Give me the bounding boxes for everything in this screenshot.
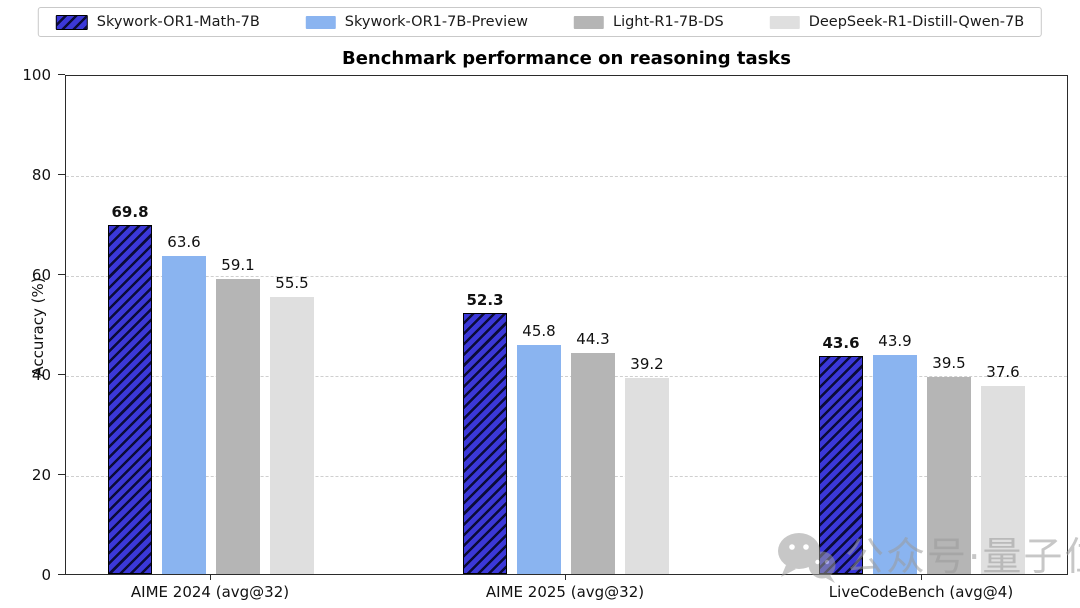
y-tick-label: 100 (22, 66, 51, 84)
chart-title: Benchmark performance on reasoning tasks (341, 48, 791, 69)
x-tick-label: AIME 2024 (avg@32) (130, 583, 290, 601)
x-tick-label: LiveCodeBench (avg@4) (828, 583, 1014, 601)
y-tick-label: 20 (31, 466, 51, 484)
gridline (66, 276, 1067, 277)
bar: 52.3 (463, 291, 507, 574)
bar-group: 52.3 45.8 44.3 39.2 (463, 291, 669, 574)
y-tick-mark (58, 74, 65, 75)
bar-value-label: 39.5 (932, 353, 966, 372)
x-axis-ticks: AIME 2024 (avg@32) AIME 2025 (avg@32) Live… (65, 575, 1068, 608)
bar: 39.2 (625, 355, 669, 574)
y-tick-label: 40 (31, 366, 51, 384)
bar-value-label: 55.5 (275, 273, 309, 292)
y-axis-ticks: 0 20 40 60 80 100 (0, 66, 65, 584)
y-tick-label: 0 (41, 566, 51, 584)
bar: 45.8 (517, 322, 561, 574)
bar: 43.6 (819, 334, 863, 574)
bar: 37.6 (981, 363, 1025, 574)
legend-item: DeepSeek-R1-Distill-Qwen-7B (769, 14, 1025, 30)
y-tick-mark (58, 174, 65, 175)
bar-value-label: 43.9 (878, 331, 912, 350)
x-tick-mark (210, 575, 211, 580)
bar: 59.1 (216, 256, 260, 574)
legend-label: Skywork-OR1-7B-Preview (344, 14, 528, 30)
bar-value-label: 63.6 (167, 233, 201, 251)
bar-group: 43.6 43.9 39.5 37.6 (819, 332, 1025, 574)
chart-legend: Skywork-OR1-Math-7B Skywork-OR1-7B-Previe… (37, 7, 1043, 37)
bar: 69.8 (108, 203, 152, 574)
y-tick-mark (58, 574, 65, 575)
legend-item: Light-R1-7B-DS (573, 14, 724, 30)
y-tick-label: 60 (31, 266, 51, 284)
bar-value-label: 39.2 (630, 355, 664, 373)
legend-swatch (573, 15, 604, 29)
bar: 43.9 (873, 332, 917, 574)
bar-value-label: 43.6 (822, 334, 860, 352)
y-tick-mark (58, 274, 65, 275)
bar-value-label: 59.1 (221, 255, 255, 274)
bar-value-label: 52.3 (466, 290, 504, 309)
y-tick-label: 80 (31, 166, 51, 184)
gridline (66, 476, 1067, 477)
bar: 63.6 (162, 233, 206, 574)
x-tick-label: AIME 2025 (avg@32) (485, 583, 645, 601)
legend-item: Skywork-OR1-7B-Preview (305, 14, 528, 30)
bar-value-label: 45.8 (522, 322, 556, 340)
legend-item: Skywork-OR1-Math-7B (55, 14, 260, 30)
x-tick-mark (921, 575, 922, 580)
legend-label: Skywork-OR1-Math-7B (96, 14, 260, 30)
legend-swatch (55, 14, 88, 30)
bar: 44.3 (571, 330, 615, 574)
bar-value-label: 44.3 (576, 329, 610, 348)
plot-area: 69.8 63.6 59.1 55.5 52.3 45.8 44.3 39.2 43.6 43.9… (65, 75, 1068, 575)
gridline (66, 376, 1067, 377)
bar: 55.5 (270, 274, 314, 574)
bar-value-label: 37.6 (986, 363, 1020, 381)
legend-swatch (305, 15, 336, 29)
x-tick-mark (565, 575, 566, 580)
gridline (66, 176, 1067, 177)
legend-label: DeepSeek-R1-Distill-Qwen-7B (808, 14, 1025, 30)
y-tick-mark (58, 374, 65, 375)
y-tick-mark (58, 474, 65, 475)
bar-value-label: 69.8 (111, 203, 149, 221)
legend-label: Light-R1-7B-DS (612, 14, 724, 30)
legend-swatch (769, 15, 800, 29)
bar: 39.5 (927, 354, 971, 574)
bar-group: 69.8 63.6 59.1 55.5 (108, 203, 314, 574)
